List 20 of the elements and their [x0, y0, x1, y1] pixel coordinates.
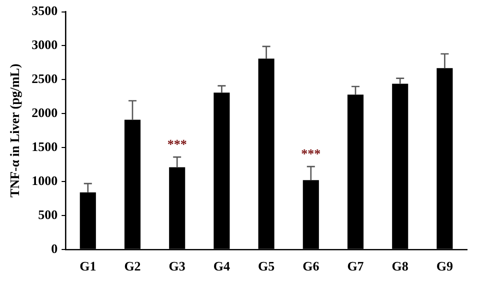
- x-tick-label: G1: [80, 258, 96, 274]
- x-tick-label: G7: [347, 258, 364, 274]
- x-tick-label: G6: [302, 258, 320, 274]
- y-tick-label: 1500: [32, 138, 58, 154]
- x-tick-label: G9: [436, 258, 454, 274]
- x-tick-label: G2: [124, 258, 141, 274]
- y-tick-label: 3000: [32, 37, 58, 52]
- y-tick-label: 2000: [32, 104, 58, 120]
- y-tick-label: 3500: [32, 3, 58, 18]
- y-tick-label: 1000: [32, 172, 58, 188]
- y-tick-label: 500: [38, 206, 58, 222]
- x-tick-label: G8: [392, 258, 409, 274]
- annotation: ***: [301, 146, 321, 161]
- y-tick-label: 0: [51, 240, 58, 256]
- x-tick-label: G4: [213, 258, 230, 274]
- y-axis-title: TNF-α in Liver (pg/mL): [7, 64, 22, 198]
- annotation: ***: [167, 136, 187, 152]
- y-tick-label: 2500: [32, 71, 58, 86]
- x-tick-label: G5: [258, 258, 276, 274]
- x-tick-label: G3: [168, 258, 186, 274]
